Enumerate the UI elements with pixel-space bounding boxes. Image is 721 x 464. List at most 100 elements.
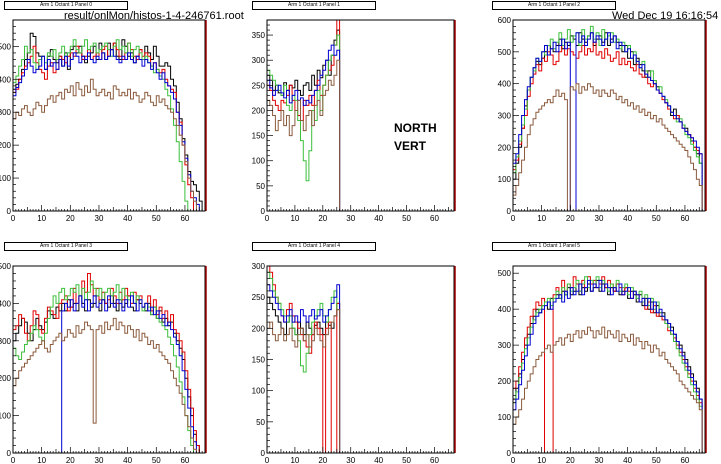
x-tick-label: 0: [11, 214, 16, 223]
panel-title: Arm 1 Octant 1 Panel 2: [492, 1, 616, 10]
histogram-series-blue: [512, 32, 705, 212]
panel-title: Arm 1 Octant 1 Panel 0: [4, 1, 128, 10]
y-tick-label: 600: [498, 16, 512, 25]
histogram-series-brown: [512, 326, 705, 454]
histogram-series-black: [12, 295, 205, 454]
x-tick-label: 30: [346, 456, 355, 464]
y-tick-label: 100: [498, 175, 512, 184]
histogram-series-brown: [12, 78, 205, 212]
histogram-series-red: [266, 265, 343, 454]
panel-title: Arm 1 Octant 1 Panel 4: [252, 242, 376, 251]
histogram-panel-4: 0 10 20 30 40 50 60 0 50 100 150 200 250 300: [252, 262, 456, 464]
histogram-series-blue: [266, 284, 343, 454]
x-tick-label: 60: [680, 456, 689, 464]
x-tick-label: 30: [595, 456, 604, 464]
x-tick-label: 20: [318, 456, 327, 464]
y-tick-label: 50: [256, 182, 265, 191]
histogram-series-blue: [12, 49, 205, 212]
y-tick-label: 100: [0, 174, 12, 183]
x-tick-label: 20: [566, 456, 575, 464]
y-tick-label: 500: [0, 262, 12, 271]
x-tick-label: 20: [318, 214, 327, 223]
x-tick-label: 50: [152, 456, 161, 464]
y-tick-label: 200: [252, 324, 266, 333]
histogram-panel-1: 0 10 20 30 40 50 60 0 50 100 150 200 250 300 350: [252, 19, 456, 223]
y-tick-label: 400: [498, 305, 512, 314]
y-tick-label: 200: [498, 377, 512, 386]
x-tick-label: 30: [95, 214, 104, 223]
x-tick-label: 0: [265, 456, 270, 464]
histogram-series-green: [512, 276, 705, 454]
y-tick-label: 300: [252, 56, 266, 65]
x-tick-label: 60: [430, 456, 439, 464]
annotation-vert: VERT: [394, 139, 427, 153]
x-tick-label: 60: [180, 214, 189, 223]
x-tick-label: 10: [290, 456, 299, 464]
histogram-series-brown: [512, 83, 705, 212]
panel-title: Arm 1 Octant 1 Panel 1: [252, 1, 376, 10]
plot-frame: [512, 265, 706, 454]
x-tick-label: 30: [95, 456, 104, 464]
histogram-panel-3: 0 10 20 30 40 50 60 0 100 200 300 400 500: [0, 262, 207, 464]
y-tick-label: 100: [0, 412, 12, 421]
x-tick-label: 40: [123, 456, 132, 464]
histogram-panel-5: 0 10 20 30 40 50 60 0 100 200 300 400 500: [498, 265, 707, 464]
x-tick-label: 0: [511, 456, 516, 464]
x-tick-label: 0: [265, 214, 270, 223]
y-tick-label: 300: [0, 108, 12, 117]
panel-title: Arm 1 Octant 1 Panel 3: [4, 242, 128, 251]
y-tick-label: 300: [0, 337, 12, 346]
y-tick-label: 100: [498, 413, 512, 422]
x-tick-label: 0: [511, 214, 516, 223]
y-tick-label: 150: [252, 356, 266, 365]
y-tick-label: 300: [498, 112, 512, 121]
x-tick-label: 0: [11, 456, 16, 464]
x-tick-label: 50: [652, 456, 661, 464]
y-tick-label: 0: [507, 207, 512, 216]
x-tick-label: 30: [346, 214, 355, 223]
y-tick-label: 0: [7, 449, 12, 458]
histogram-series-brown: [266, 59, 343, 212]
x-tick-label: 10: [537, 214, 546, 223]
y-tick-label: 0: [261, 207, 266, 216]
x-tick-label: 60: [680, 214, 689, 223]
x-tick-label: 40: [374, 456, 383, 464]
histogram-panel-0: 0 10 20 30 40 50 60 0 100 200 300 400 500: [0, 19, 207, 223]
y-tick-label: 500: [0, 42, 12, 51]
histogram-series-blue: [512, 279, 705, 454]
y-tick-label: 100: [252, 157, 266, 166]
histogram-series-brown: [12, 317, 205, 454]
y-tick-label: 500: [498, 48, 512, 57]
annotation-north: NORTH: [394, 121, 437, 135]
x-tick-label: 40: [374, 214, 383, 223]
file-name: result/onlMon/histos-1-4-246761.root: [64, 10, 244, 22]
y-tick-label: 50: [256, 418, 265, 427]
x-tick-label: 10: [537, 456, 546, 464]
x-tick-label: 20: [66, 214, 75, 223]
y-tick-label: 200: [0, 141, 12, 150]
x-tick-label: 20: [566, 214, 575, 223]
y-tick-label: 400: [0, 299, 12, 308]
x-tick-label: 40: [623, 456, 632, 464]
histogram-series-brown: [266, 309, 343, 454]
plot-frame: [12, 19, 206, 212]
histogram-series-red: [512, 41, 705, 212]
x-tick-label: 20: [66, 456, 75, 464]
x-tick-label: 50: [402, 456, 411, 464]
y-tick-label: 200: [0, 374, 12, 383]
plot-frame: [266, 265, 455, 454]
y-tick-label: 100: [252, 387, 266, 396]
panel-title: Arm 1 Octant 1 Panel 5: [492, 242, 616, 251]
y-tick-label: 200: [498, 143, 512, 152]
y-tick-label: 150: [252, 132, 266, 141]
y-tick-label: 0: [261, 449, 266, 458]
x-tick-label: 50: [652, 214, 661, 223]
x-tick-label: 10: [37, 214, 46, 223]
histogram-series-black: [512, 32, 705, 212]
histogram-series-blue: [266, 44, 343, 212]
x-tick-label: 50: [402, 214, 411, 223]
y-tick-label: 400: [0, 75, 12, 84]
y-tick-label: 250: [252, 81, 266, 90]
